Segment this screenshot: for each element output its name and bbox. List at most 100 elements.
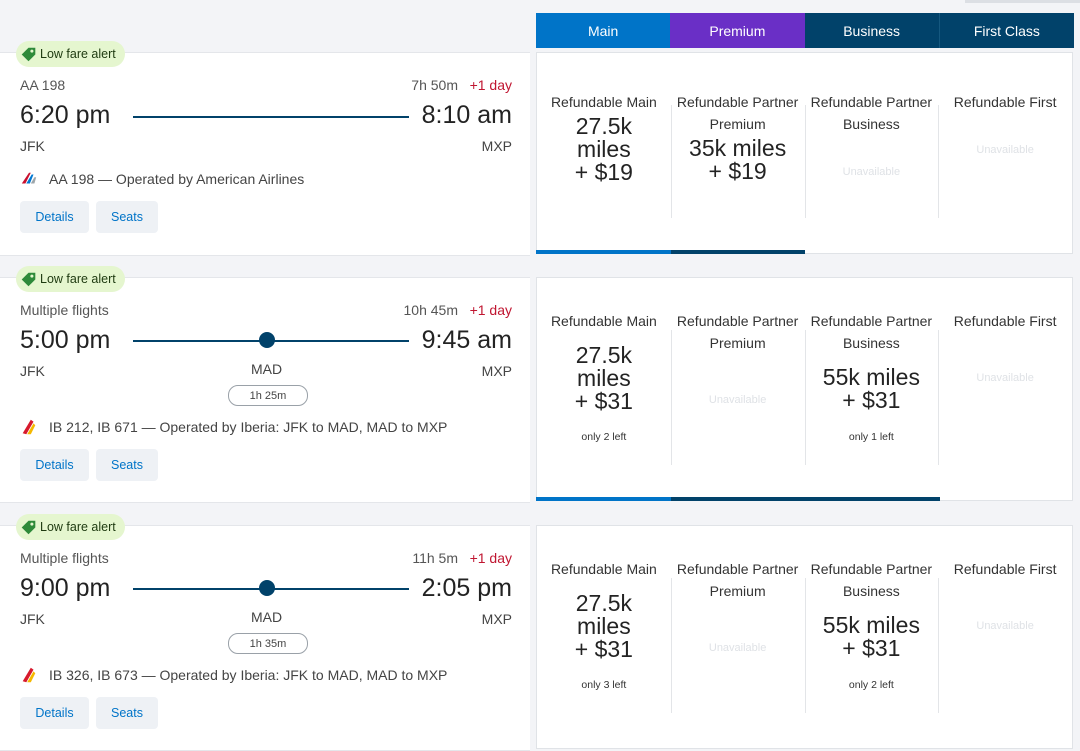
origin-airport: JFK xyxy=(20,611,45,627)
alert-label: Low fare alert xyxy=(40,47,116,61)
plus-day-badge: +1 day xyxy=(469,550,512,566)
fare-name: Refundable First xyxy=(953,94,1057,110)
fare-unavailable: Unavailable xyxy=(842,166,901,178)
flight-duration: 7h 50m xyxy=(411,77,458,93)
operated-by: IB 212, IB 671 — Operated by Iberia: JFK… xyxy=(20,418,447,436)
cabin-business[interactable]: Business xyxy=(804,13,939,48)
iberia-logo-icon xyxy=(22,667,36,683)
stop-marker xyxy=(259,580,275,596)
low-fare-alert-badge: Low fare alert xyxy=(16,41,125,67)
low-fare-alert-badge: Low fare alert xyxy=(16,266,125,292)
departure-time: 9:00 pm xyxy=(20,574,111,602)
fare-name: Refundable Main xyxy=(550,313,657,329)
plus-day-badge: +1 day xyxy=(469,77,512,93)
price-miles: 27.5k xyxy=(575,113,632,139)
cabin-indicator-premium xyxy=(671,250,805,254)
seats-left: only 2 left xyxy=(581,431,627,443)
fare-price: 35k miles + $19 xyxy=(671,137,805,183)
operated-text: IB 212, IB 671 — Operated by Iberia: JFK… xyxy=(49,419,448,435)
seats-left: only 3 left xyxy=(581,679,627,691)
fare-main[interactable]: Refundable Main 27.5k miles + $31 only 3… xyxy=(537,526,671,748)
fare-options: Refundable Main 27.5k miles + $31 only 3… xyxy=(536,525,1073,749)
route-line xyxy=(133,116,409,118)
fare-main[interactable]: Refundable Main 27.5k miles + $31 only 2… xyxy=(537,278,671,500)
seats-button[interactable]: Seats xyxy=(96,449,158,481)
cabin-indicator-main xyxy=(536,497,671,501)
american-airlines-logo-icon xyxy=(21,172,37,184)
top-divider xyxy=(965,0,1080,3)
cabin-indicator-business xyxy=(671,497,940,501)
seats-button[interactable]: Seats xyxy=(96,697,158,729)
fare-price: 27.5k miles + $31 xyxy=(537,592,671,661)
price-tag-icon xyxy=(21,520,36,534)
flight-number: Multiple flights xyxy=(20,302,109,318)
stop-airport: MAD xyxy=(251,361,283,377)
fare-unavailable: Unavailable xyxy=(976,620,1034,632)
layover-duration: 1h 25m xyxy=(228,385,308,406)
details-button[interactable]: Details xyxy=(20,201,89,233)
origin-airport: JFK xyxy=(20,138,45,154)
fare-business: Refundable Partner Business Unavailable xyxy=(804,53,939,253)
operated-by: AA 198 — Operated by American Airlines xyxy=(20,170,304,188)
fare-price: 55k miles + $31 xyxy=(805,614,939,660)
price-tax: + $31 xyxy=(574,636,633,662)
flight-card: Low fare alert Multiple flights 11h 5m +… xyxy=(0,514,530,751)
operated-text: IB 326, IB 673 — Operated by Iberia: JFK… xyxy=(49,667,448,683)
fare-main[interactable]: Refundable Main 27.5k miles + $19 xyxy=(537,53,671,253)
fare-name: Refundable Partner Premium xyxy=(676,313,799,351)
fare-name: Refundable Partner Premium xyxy=(676,94,799,132)
departure-time: 5:00 pm xyxy=(20,326,111,354)
stop-marker xyxy=(259,332,275,348)
fare-premium: Refundable Partner Premium Unavailable xyxy=(670,278,805,500)
price-tax: + $31 xyxy=(842,635,901,661)
price-unit: miles xyxy=(577,136,631,162)
operated-text: AA 198 — Operated by American Airlines xyxy=(49,171,305,187)
cabin-main[interactable]: Main xyxy=(536,13,671,48)
details-button[interactable]: Details xyxy=(20,697,89,729)
alert-label: Low fare alert xyxy=(40,272,116,286)
cabin-indicator-main xyxy=(536,250,671,254)
price-tax: + $19 xyxy=(708,158,767,184)
price-miles: 55k miles xyxy=(822,364,920,390)
arrival-time: 8:10 am xyxy=(421,101,512,129)
destination-airport: MXP xyxy=(481,363,512,379)
price-tax: + $31 xyxy=(574,388,633,414)
fare-name: Refundable First xyxy=(953,313,1057,329)
fare-unavailable: Unavailable xyxy=(708,642,767,654)
price-unit: miles xyxy=(577,365,631,391)
fare-price: 27.5k miles + $31 xyxy=(537,344,671,413)
arrival-time: 9:45 am xyxy=(421,326,512,354)
fare-name: Refundable Main xyxy=(550,561,657,577)
fare-first: Refundable First Unavailable xyxy=(938,526,1072,748)
fare-unavailable: Unavailable xyxy=(976,372,1034,384)
arrival-time: 2:05 pm xyxy=(421,574,512,602)
fare-premium[interactable]: Refundable Partner Premium 35k miles + $… xyxy=(670,53,805,253)
price-tag-icon xyxy=(21,47,36,61)
stop-airport: MAD xyxy=(251,609,283,625)
price-miles: 27.5k xyxy=(575,590,632,616)
fare-name: Refundable First xyxy=(953,561,1057,577)
fare-business[interactable]: Refundable Partner Business 55k miles + … xyxy=(804,526,939,748)
cabin-first-class[interactable]: First Class xyxy=(938,13,1074,48)
cabin-premium[interactable]: Premium xyxy=(670,13,805,48)
fare-premium: Refundable Partner Premium Unavailable xyxy=(670,526,805,748)
plus-day-badge: +1 day xyxy=(469,302,512,318)
fare-name: Refundable Partner Premium xyxy=(676,561,799,599)
origin-airport: JFK xyxy=(20,363,45,379)
destination-airport: MXP xyxy=(481,611,512,627)
cabin-header: Main Premium Business First Class xyxy=(536,13,1074,48)
details-button[interactable]: Details xyxy=(20,449,89,481)
layover-duration: 1h 35m xyxy=(228,633,308,654)
fare-name: Refundable Partner Business xyxy=(810,561,933,599)
iberia-logo-icon xyxy=(22,419,36,435)
seats-button[interactable]: Seats xyxy=(96,201,158,233)
seats-left: only 1 left xyxy=(848,431,894,443)
price-tax: + $19 xyxy=(574,159,633,185)
flight-number: AA 198 xyxy=(20,77,66,93)
operated-by: IB 326, IB 673 — Operated by Iberia: JFK… xyxy=(20,666,447,684)
fare-business[interactable]: Refundable Partner Business 55k miles + … xyxy=(804,278,939,500)
price-miles: 35k miles xyxy=(689,135,787,161)
fare-unavailable: Unavailable xyxy=(708,394,767,406)
price-miles: 27.5k xyxy=(575,342,632,368)
fare-first: Refundable First Unavailable xyxy=(938,53,1072,253)
